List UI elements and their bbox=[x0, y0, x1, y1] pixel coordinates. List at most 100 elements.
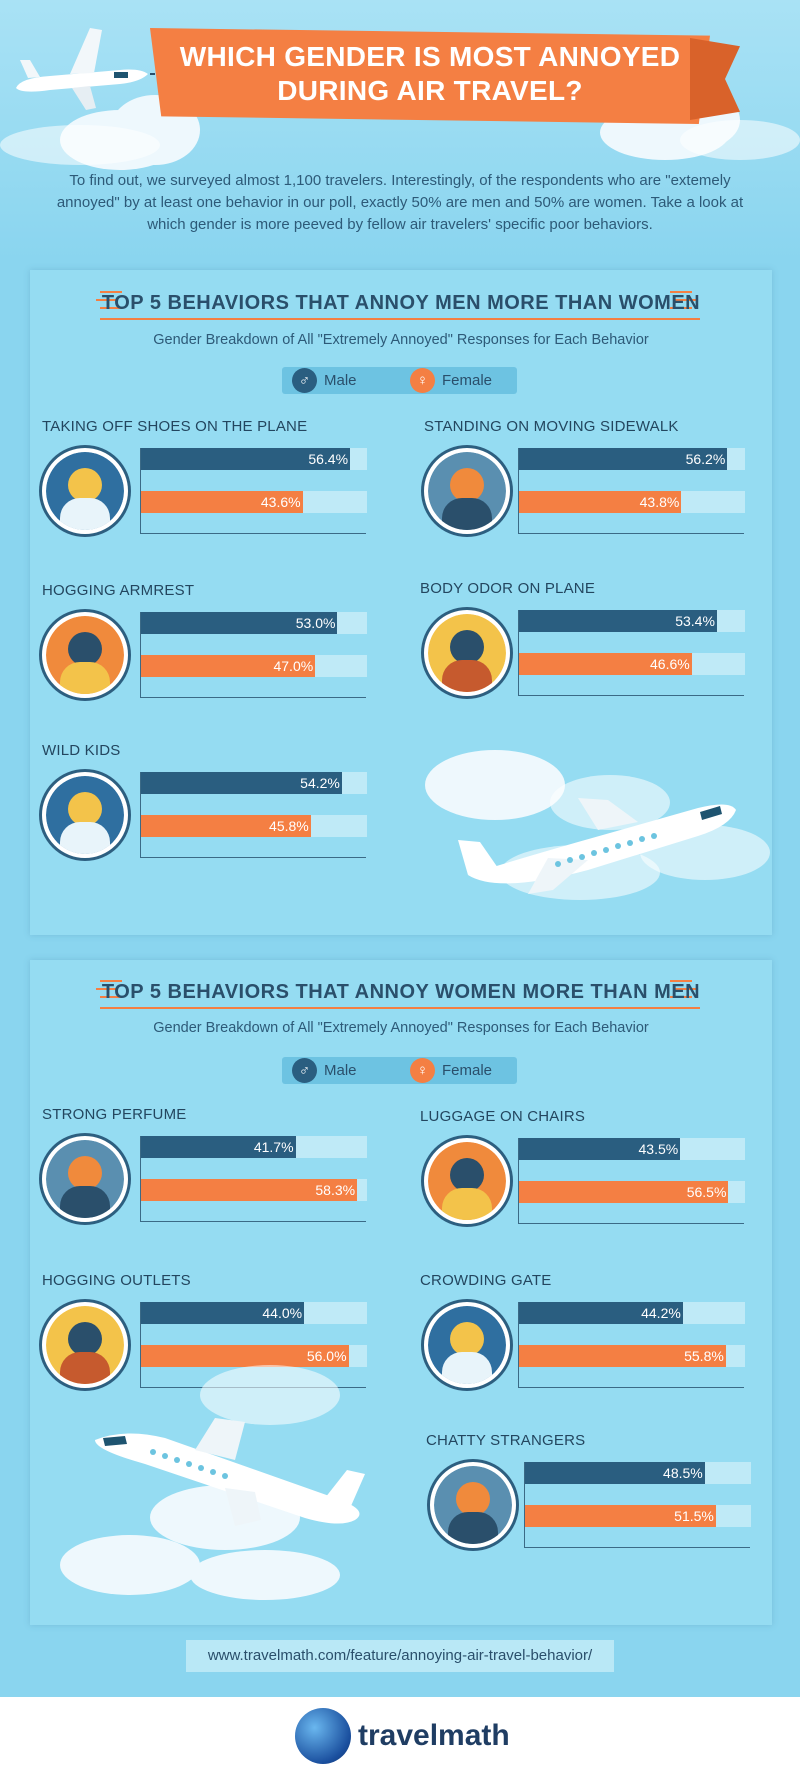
female-bar: 43.6% bbox=[141, 491, 303, 513]
female-bar: 45.8% bbox=[141, 815, 311, 837]
male-bar: 56.4% bbox=[141, 448, 351, 470]
armrest-icon bbox=[42, 612, 128, 698]
bar-value-label: 41.7% bbox=[253, 1139, 294, 1155]
airplane-icon bbox=[16, 28, 155, 110]
bar-track: 55.8% bbox=[519, 1345, 745, 1367]
travelmath-globe-logo bbox=[295, 1708, 351, 1764]
title-dash bbox=[670, 291, 692, 293]
title-dash bbox=[96, 299, 118, 301]
title-dash bbox=[100, 307, 122, 309]
behavior-label: CHATTY STRANGERS bbox=[426, 1432, 586, 1449]
bar-value-label: 56.5% bbox=[686, 1184, 727, 1200]
page-title-line2: DURING AIR TRAVEL? bbox=[277, 75, 583, 106]
bar-track: 53.4% bbox=[519, 610, 745, 632]
legend: ♂ Male ♀ Female bbox=[282, 367, 517, 394]
behavior-label: HOGGING OUTLETS bbox=[42, 1272, 191, 1289]
bar-value-label: 44.0% bbox=[262, 1305, 303, 1321]
bar-value-label: 56.2% bbox=[685, 451, 726, 467]
behavior-label: WILD KIDS bbox=[42, 742, 121, 759]
bar-track: 43.6% bbox=[141, 491, 367, 513]
title-underline bbox=[100, 1007, 700, 1009]
behavior-label: HOGGING ARMREST bbox=[42, 582, 195, 599]
source-url[interactable]: www.travelmath.com/feature/annoying-air-… bbox=[186, 1640, 614, 1672]
chatty-icon bbox=[430, 1462, 516, 1548]
title-underline bbox=[100, 318, 700, 320]
title-dash bbox=[674, 988, 696, 990]
shoes-icon bbox=[42, 448, 128, 534]
female-bar: 58.3% bbox=[141, 1179, 358, 1201]
bar-track: 51.5% bbox=[525, 1505, 751, 1527]
bar-value-label: 58.3% bbox=[315, 1182, 356, 1198]
bar-group: 43.5% 56.5% bbox=[518, 1138, 745, 1224]
bar-track: 53.0% bbox=[141, 612, 367, 634]
cloud-decoration bbox=[0, 125, 160, 165]
male-symbol-icon: ♂ bbox=[292, 368, 317, 393]
male-bar: 43.5% bbox=[519, 1138, 681, 1160]
airplane-icon bbox=[458, 798, 736, 894]
male-bar: 44.0% bbox=[141, 1302, 305, 1324]
body-odor-icon bbox=[424, 610, 510, 696]
bar-value-label: 56.0% bbox=[306, 1348, 347, 1364]
legend-female-label: Female bbox=[442, 372, 493, 389]
bar-track: 43.5% bbox=[519, 1138, 745, 1160]
female-bar: 51.5% bbox=[525, 1505, 716, 1527]
female-bar: 56.0% bbox=[141, 1345, 349, 1367]
male-bar: 54.2% bbox=[141, 772, 342, 794]
bar-track: 56.0% bbox=[141, 1345, 367, 1367]
bar-group: 56.4% 43.6% bbox=[140, 448, 367, 534]
bar-track: 41.7% bbox=[141, 1136, 367, 1158]
bar-track: 58.3% bbox=[141, 1179, 367, 1201]
legend: ♂ Male ♀ Female bbox=[282, 1057, 517, 1084]
bar-value-label: 43.5% bbox=[638, 1141, 679, 1157]
behavior-label: LUGGAGE ON CHAIRS bbox=[420, 1108, 586, 1125]
title-dash bbox=[670, 996, 692, 998]
behavior-label: STRONG PERFUME bbox=[42, 1106, 187, 1123]
bar-value-label: 53.4% bbox=[675, 613, 715, 629]
female-bar: 43.8% bbox=[519, 491, 682, 513]
behavior-label: CROWDING GATE bbox=[420, 1272, 552, 1289]
bar-group: 56.2% 43.8% bbox=[518, 448, 745, 534]
bar-group: 44.2% 55.8% bbox=[518, 1302, 745, 1388]
bar-group: 54.2% 45.8% bbox=[140, 772, 367, 858]
male-bar: 53.4% bbox=[519, 610, 717, 632]
panel-subtitle: Gender Breakdown of All "Extremely Annoy… bbox=[153, 332, 649, 348]
female-symbol-icon: ♀ bbox=[410, 368, 435, 393]
bar-value-label: 43.8% bbox=[639, 494, 680, 510]
bar-track: 56.4% bbox=[141, 448, 367, 470]
moving-sidewalk-icon bbox=[424, 448, 510, 534]
female-bar: 46.6% bbox=[519, 653, 692, 675]
bar-track: 43.8% bbox=[519, 491, 745, 513]
female-symbol-icon: ♀ bbox=[410, 1058, 435, 1083]
male-bar: 56.2% bbox=[519, 448, 728, 470]
bar-value-label: 44.2% bbox=[641, 1305, 681, 1321]
bar-track: 56.2% bbox=[519, 448, 745, 470]
men-annoyed-panel: TOP 5 BEHAVIORS THAT ANNOY MEN MORE THAN… bbox=[30, 270, 772, 935]
bar-value-label: 47.0% bbox=[273, 658, 314, 674]
bar-group: 44.0% 56.0% bbox=[140, 1302, 367, 1388]
cloud-decoration bbox=[680, 120, 800, 160]
female-bar: 55.8% bbox=[519, 1345, 726, 1367]
luggage-icon bbox=[424, 1138, 510, 1224]
cloud-decoration bbox=[200, 1365, 340, 1425]
bar-group: 53.0% 47.0% bbox=[140, 612, 367, 698]
male-bar: 48.5% bbox=[525, 1462, 705, 1484]
travelmath-logo-text: travelmath bbox=[358, 1719, 510, 1752]
intro-text: To find out, we surveyed almost 1,100 tr… bbox=[56, 172, 744, 233]
title-dash bbox=[670, 307, 692, 309]
page-title: WHICH GENDER IS MOST ANNOYED DURING AIR … bbox=[160, 40, 700, 108]
bar-track: 44.0% bbox=[141, 1302, 367, 1324]
female-bar: 47.0% bbox=[141, 655, 316, 677]
title-dash bbox=[100, 980, 122, 982]
behavior-label: BODY ODOR ON PLANE bbox=[420, 580, 596, 597]
bar-value-label: 43.6% bbox=[260, 494, 301, 510]
airplane-icon bbox=[95, 1418, 365, 1526]
page-title-line1: WHICH GENDER IS MOST ANNOYED bbox=[179, 41, 681, 72]
bar-group: 53.4% 46.6% bbox=[518, 610, 745, 696]
women-annoyed-panel: TOP 5 BEHAVIORS THAT ANNOY WOMEN MORE TH… bbox=[30, 960, 772, 1625]
bar-value-label: 54.2% bbox=[300, 775, 340, 791]
title-dash bbox=[670, 980, 692, 982]
outlet-icon bbox=[42, 1302, 128, 1388]
cloud-decoration bbox=[190, 1550, 340, 1600]
bar-track: 46.6% bbox=[519, 653, 745, 675]
title-banner bbox=[150, 28, 710, 124]
